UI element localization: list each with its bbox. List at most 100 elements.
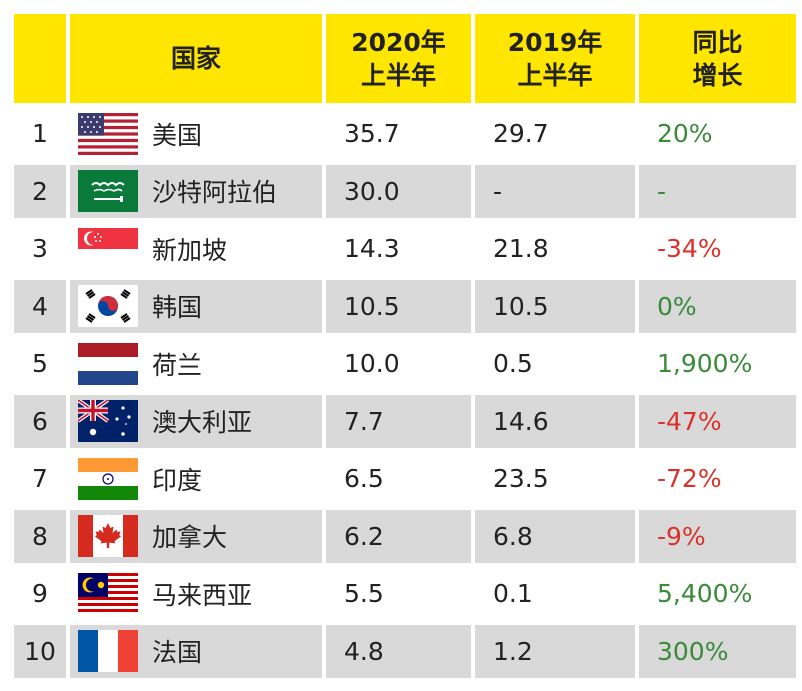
country-cell: 荷兰	[70, 337, 322, 391]
rank-value: 3	[32, 234, 48, 264]
growth-cell: 20%	[639, 107, 796, 161]
v2020-cell: 6.5	[326, 452, 471, 506]
v2019-cell: 14.6	[475, 394, 635, 448]
v2019-value: 10.5	[493, 291, 549, 321]
country-cell: 韩国	[70, 279, 322, 333]
growth-value: -47%	[657, 406, 722, 436]
header-rank-cell	[14, 14, 66, 103]
header-country-label: 国家	[170, 44, 221, 73]
singapore-flag-icon	[78, 228, 138, 270]
v2020-cell: 6.2	[326, 509, 471, 563]
header-2019-line2: 上半年	[517, 60, 593, 90]
rank-cell: 1	[14, 107, 66, 161]
growth-value: 1,900%	[657, 349, 753, 379]
saudi-arabia-flag-icon	[78, 170, 138, 212]
malaysia-flag-icon	[78, 573, 138, 615]
rank-cell: 8	[14, 509, 66, 563]
south-korea-flag-icon	[78, 285, 138, 327]
rank-cell: 4	[14, 279, 66, 333]
table-row: 7 印度 6.5 23.5 -72%	[0, 452, 802, 506]
v2020-cell: 30.0	[326, 164, 471, 218]
rank-value: 2	[32, 176, 48, 206]
table-row: 1 美国 35.7 29.7 20%	[0, 107, 802, 161]
v2020-value: 10.5	[344, 291, 400, 321]
growth-cell: 0%	[639, 279, 796, 333]
growth-cell: 1,900%	[639, 337, 796, 391]
country-cell: 印度	[70, 452, 322, 506]
india-flag-icon	[78, 458, 138, 500]
australia-flag-icon	[78, 400, 138, 442]
rank-value: 4	[32, 291, 48, 321]
rank-value: 6	[32, 406, 48, 436]
v2019-cell: 0.1	[475, 567, 635, 621]
v2019-cell: 10.5	[475, 279, 635, 333]
usa-flag-icon	[78, 113, 138, 155]
v2019-cell: -	[475, 164, 635, 218]
table-row: 5 荷兰 10.0 0.5 1,900%	[0, 337, 802, 391]
country-name: 澳大利亚	[152, 408, 253, 438]
header-2020-line1: 2020年	[351, 27, 446, 57]
table-row: 8 加拿大 6.2 6.8 -9%	[0, 509, 802, 563]
growth-cell: -	[639, 164, 796, 218]
rank-value: 1	[32, 119, 48, 149]
growth-value: 5,400%	[657, 579, 753, 609]
country-name: 印度	[152, 465, 203, 495]
header-growth-line2: 增长	[692, 60, 743, 90]
country-cell: 新加坡	[70, 222, 322, 276]
rank-value: 7	[32, 464, 48, 494]
v2019-value: 0.5	[493, 349, 533, 379]
header-row: 国家 2020年 上半年 2019年 上半年 同比 增长	[0, 14, 802, 103]
rank-cell: 3	[14, 222, 66, 276]
table-row: 2 沙特阿拉伯 30.0 - -	[0, 164, 802, 218]
netherlands-flag-icon	[78, 343, 138, 385]
v2020-value: 10.0	[344, 349, 400, 379]
rank-value: 10	[24, 636, 56, 666]
v2019-cell: 29.7	[475, 107, 635, 161]
header-2020-cell: 2020年 上半年	[326, 14, 471, 103]
v2019-cell: 1.2	[475, 624, 635, 678]
v2020-cell: 35.7	[326, 107, 471, 161]
growth-value: -	[657, 176, 667, 206]
canada-flag-icon	[78, 515, 138, 557]
country-cell: 澳大利亚	[70, 394, 322, 448]
country-name: 韩国	[152, 293, 203, 323]
rank-cell: 10	[14, 624, 66, 678]
country-name: 新加坡	[152, 235, 228, 265]
table-row: 4 韩国 10.5 10.5 0%	[0, 279, 802, 333]
growth-cell: -47%	[639, 394, 796, 448]
country-cell: 马来西亚	[70, 567, 322, 621]
growth-value: 0%	[657, 291, 697, 321]
rank-value: 8	[32, 521, 48, 551]
v2020-value: 7.7	[344, 406, 384, 436]
country-name: 荷兰	[152, 350, 203, 380]
rank-cell: 6	[14, 394, 66, 448]
header-growth-line1: 同比	[692, 27, 743, 57]
v2019-value: 29.7	[493, 119, 549, 149]
header-country-cell: 国家	[70, 14, 322, 103]
country-name: 马来西亚	[152, 580, 253, 610]
rank-cell: 5	[14, 337, 66, 391]
v2020-value: 6.2	[344, 521, 384, 551]
country-name: 美国	[152, 120, 203, 150]
country-name: 沙特阿拉伯	[152, 178, 278, 208]
rank-cell: 2	[14, 164, 66, 218]
v2019-value: 23.5	[493, 464, 549, 494]
v2020-value: 4.8	[344, 636, 384, 666]
france-flag-icon	[78, 630, 138, 672]
v2019-value: 14.6	[493, 406, 549, 436]
v2020-cell: 10.5	[326, 279, 471, 333]
country-cell: 加拿大	[70, 509, 322, 563]
v2020-cell: 5.5	[326, 567, 471, 621]
v2020-value: 14.3	[344, 234, 400, 264]
v2019-value: -	[493, 176, 503, 206]
country-cell: 法国	[70, 624, 322, 678]
growth-cell: -72%	[639, 452, 796, 506]
v2019-value: 21.8	[493, 234, 549, 264]
v2020-cell: 4.8	[326, 624, 471, 678]
growth-cell: 300%	[639, 624, 796, 678]
growth-value: -34%	[657, 234, 722, 264]
country-name: 法国	[152, 638, 203, 668]
rank-cell: 9	[14, 567, 66, 621]
header-2020-line2: 上半年	[360, 60, 436, 90]
